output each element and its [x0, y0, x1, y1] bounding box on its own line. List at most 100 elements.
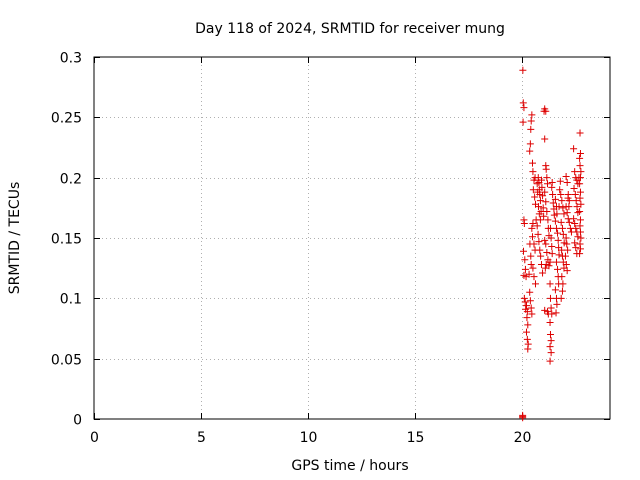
data-point: [565, 203, 573, 211]
y-tick-label: 0.15: [51, 232, 82, 248]
data-point: [528, 111, 536, 119]
data-point: [522, 302, 530, 310]
data-point: [563, 240, 571, 248]
data-point: [519, 66, 527, 74]
data-point: [523, 335, 531, 343]
data-point: [556, 186, 564, 194]
x-tick-label: 20: [514, 430, 532, 446]
data-point: [539, 192, 547, 200]
data-point: [520, 104, 528, 112]
y-tick-label: 0: [73, 413, 82, 429]
data-point: [576, 250, 584, 258]
data-point: [563, 178, 571, 186]
data-point: [564, 194, 572, 202]
data-point: [527, 304, 535, 312]
data-point: [536, 216, 544, 224]
data-point: [538, 183, 546, 191]
data-point: [537, 252, 545, 260]
data-point: [533, 222, 541, 230]
data-point: [571, 220, 579, 228]
data-point: [521, 256, 529, 264]
data-point: [557, 191, 565, 199]
y-tick-label: 0.3: [60, 51, 82, 67]
data-point: [552, 309, 560, 317]
data-point: [546, 357, 554, 365]
data-point: [561, 252, 569, 260]
data-point: [551, 286, 559, 294]
data-point: [548, 250, 556, 258]
data-point: [559, 230, 567, 238]
data-point: [552, 258, 560, 266]
data-point: [555, 251, 563, 259]
data-point: [534, 230, 542, 238]
y-tick-label: 0.2: [60, 172, 82, 188]
data-point: [548, 178, 556, 186]
data-point: [529, 220, 537, 228]
data-point: [520, 247, 527, 255]
data-point: [576, 216, 584, 224]
data-point: [546, 280, 554, 288]
data-point: [542, 240, 550, 248]
data-point: [555, 203, 563, 211]
data-point: [528, 159, 536, 167]
data-point: [571, 168, 579, 176]
data-point: [576, 228, 584, 236]
data-point: [529, 186, 537, 194]
data-point: [546, 258, 554, 266]
data-point: [537, 176, 545, 184]
data-point: [565, 218, 573, 226]
grid-lines: [94, 57, 610, 419]
data-point: [546, 318, 554, 326]
data-point: [563, 267, 571, 275]
data-point: [560, 210, 568, 218]
data-point: [543, 248, 551, 256]
data-point: [536, 197, 544, 205]
data-point: [519, 411, 527, 419]
data-point: [527, 117, 535, 125]
data-point: [540, 212, 548, 220]
data-point: [574, 233, 582, 241]
data-point: [558, 224, 566, 232]
data-point: [523, 314, 531, 322]
data-point: [541, 264, 549, 272]
data-point: [524, 345, 532, 353]
data-point: [562, 234, 570, 242]
y-tick-label: 0.05: [51, 353, 82, 369]
data-point: [519, 99, 527, 107]
data-point: [576, 162, 584, 170]
data-point: [531, 280, 539, 288]
data-point: [526, 140, 534, 148]
data-point: [520, 294, 528, 302]
data-point: [548, 310, 556, 318]
data-point: [553, 300, 561, 308]
x-tick-label: 15: [407, 430, 425, 446]
data-point: [519, 118, 527, 126]
data-point: [554, 236, 562, 244]
data-point: [563, 209, 571, 217]
data-point: [577, 234, 585, 242]
data-point: [542, 165, 550, 173]
data-point: [557, 218, 565, 226]
data-point: [547, 304, 555, 312]
data-point: [539, 204, 547, 212]
data-point: [529, 264, 537, 272]
data-point: [527, 125, 535, 133]
data-point: [536, 246, 544, 254]
data-point: [576, 129, 584, 137]
data-point: [551, 217, 559, 225]
data-point: [526, 147, 534, 155]
data-point: [577, 168, 585, 176]
x-tick-label: 10: [300, 430, 318, 446]
data-point: [542, 107, 550, 115]
data-point: [524, 321, 532, 329]
data-point: [541, 135, 549, 143]
data-point: [576, 154, 584, 162]
data-point: [553, 210, 561, 218]
data-point: [576, 222, 584, 230]
data-point: [521, 298, 529, 306]
data-point: [570, 215, 578, 223]
chart-title: Day 118 of 2024, SRMTID for receiver mun…: [195, 21, 505, 37]
data-point: [526, 240, 534, 248]
data-point: [541, 188, 549, 196]
data-point: [541, 306, 549, 314]
